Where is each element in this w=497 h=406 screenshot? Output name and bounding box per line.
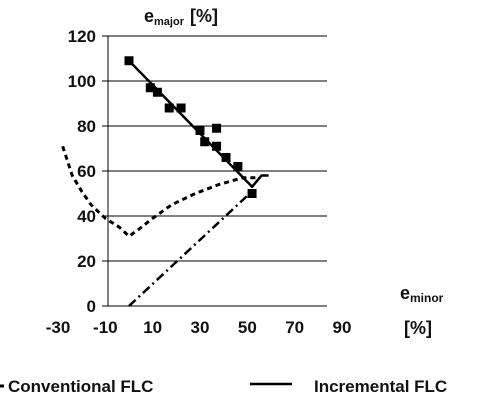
y-axis-label: emajor [%]: [144, 6, 218, 28]
y-tick-label: 100: [68, 72, 96, 91]
y-tick-label: 60: [77, 162, 96, 181]
data-point-marker: [124, 56, 134, 66]
data-point-marker: [152, 87, 162, 97]
legend-label-incremental: Incremental FLC: [314, 377, 447, 396]
y-tick-label: 40: [77, 207, 96, 226]
data-point-marker: [212, 141, 222, 151]
fit-line: [128, 59, 269, 189]
legend: Conventional FLC Incremental FLC: [0, 377, 447, 396]
plot-series: [61, 56, 269, 307]
x-tick-label: -10: [93, 318, 118, 337]
data-point-marker: [212, 123, 222, 133]
incremental-flc-line: [128, 190, 253, 307]
data-point-marker: [233, 162, 243, 171]
conventional-flc-line: [61, 145, 257, 238]
axes: [107, 36, 327, 307]
grid-lines: [102, 35, 327, 307]
data-point-marker: [176, 103, 186, 113]
x-tick-label: 70: [285, 318, 304, 337]
y-tick-label: 20: [77, 252, 96, 271]
y-tick-label: 80: [77, 117, 96, 136]
data-point-marker: [200, 137, 210, 147]
x-tick-label: 90: [333, 318, 352, 337]
data-point-marker: [164, 103, 174, 113]
data-point-marker: [221, 153, 231, 162]
y-tick-labels: 0 20 40 60 80 100 120: [68, 27, 96, 316]
y-tick-label: 120: [68, 27, 96, 46]
y-tick-label: 0: [87, 297, 96, 316]
x-tick-label: -30: [46, 318, 71, 337]
x-axis-label: eminor: [400, 283, 444, 305]
legend-label-conventional: Conventional FLC: [8, 377, 153, 396]
x-axis-unit: [%]: [404, 318, 432, 338]
x-tick-label: 30: [191, 318, 210, 337]
x-tick-labels: -30 -10 10 30 50 70 90: [46, 318, 352, 337]
data-point-marker: [195, 126, 205, 135]
x-tick-label: 10: [143, 318, 162, 337]
data-point-marker: [145, 83, 155, 93]
x-tick-label: 50: [238, 318, 257, 337]
data-point-marker: [247, 189, 257, 198]
